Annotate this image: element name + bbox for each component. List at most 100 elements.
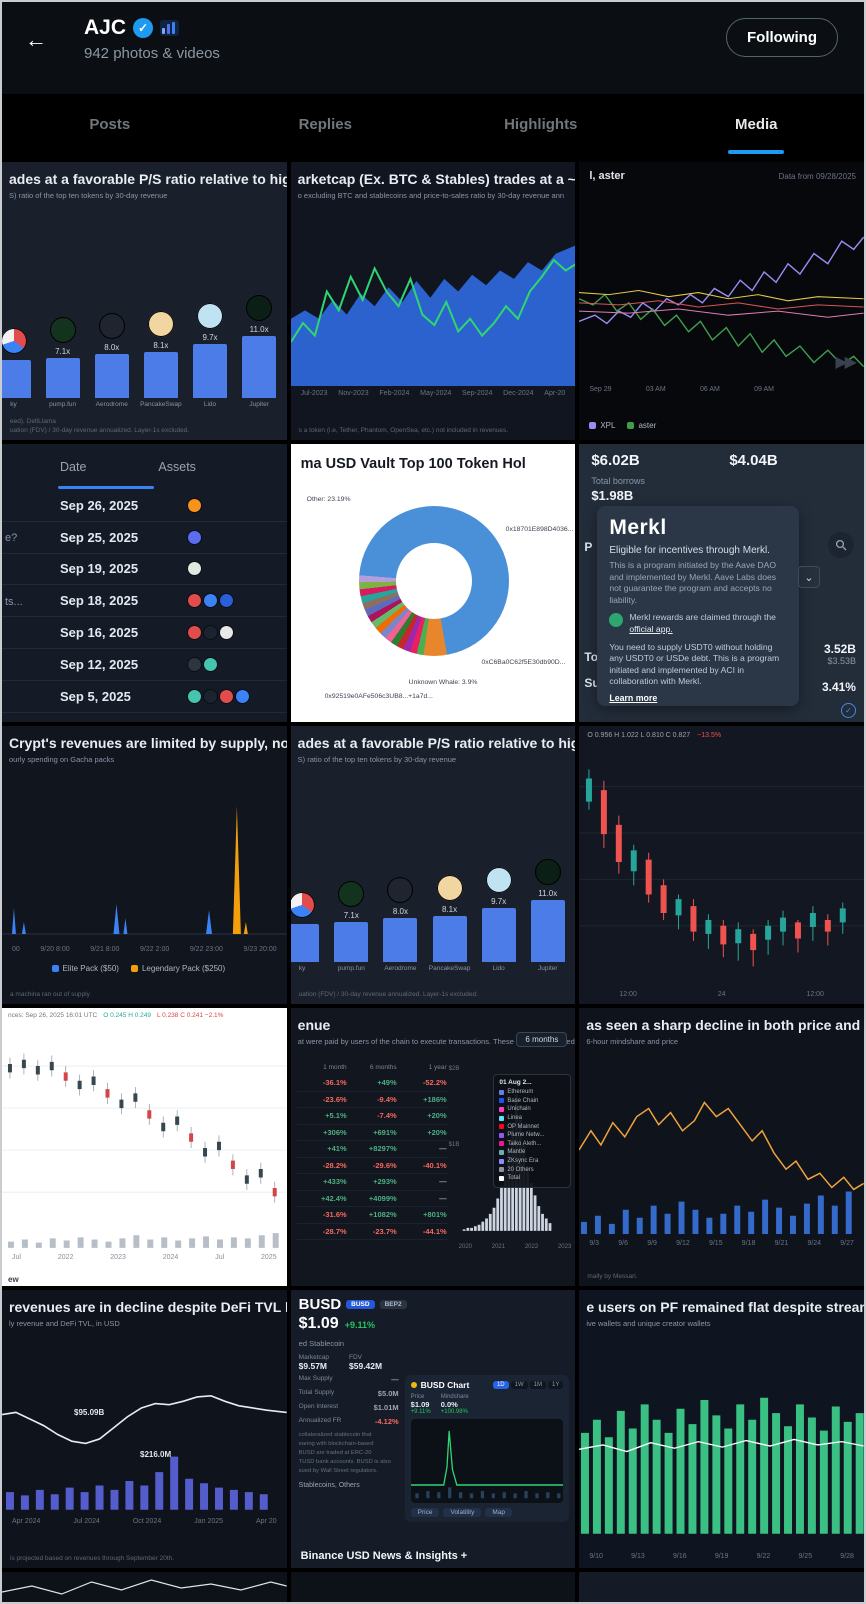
x-axis-label: 12:00 [619, 991, 637, 998]
x-axis-label: 9/21 [774, 1240, 789, 1247]
stat-value: — [391, 1375, 399, 1384]
chart-option-button[interactable]: Volatility [443, 1508, 482, 1517]
official-app-link[interactable]: official app. [629, 623, 673, 634]
legend-dot [499, 1089, 505, 1095]
bar [530, 900, 565, 962]
timeframe-button[interactable]: 1M [529, 1381, 546, 1389]
bar-chart: ky 7.1x pump.fun 8.0x Aerodrome [290, 859, 576, 972]
token-header: BUSD BUSD BEP2 $1.09 +9.11% ed Stablecoi… [291, 1290, 576, 1373]
table-body: Sep 26, 2025 Sep 25, 2025 Sep 19, 2025 S… [2, 490, 287, 713]
tab-media[interactable]: Media [649, 94, 865, 154]
footnote: s a token (i.e, Tether, Phantom, OpenSea… [298, 427, 509, 435]
chart-option-button[interactable]: Map [485, 1508, 512, 1517]
bar-line-chart [579, 1397, 864, 1534]
asset-icon [188, 530, 201, 544]
x-axis-label: 9/24 [807, 1240, 822, 1247]
following-button[interactable]: Following [726, 18, 838, 57]
clipped-text: ew [8, 1275, 19, 1284]
x-axis-label: Oct 2024 [132, 1518, 162, 1525]
name-chart-icon [160, 20, 180, 36]
x-axis-label: Sep-2024 [462, 390, 493, 397]
timeframe-button[interactable]: 1Y [547, 1381, 564, 1389]
media-tile-asset-table[interactable]: Date Assets Sep 26, 2025 Sep 25, 2025 Se… [2, 444, 287, 722]
back-button[interactable]: ← [18, 22, 54, 58]
stat-row: Open Interest $1.01M [299, 1403, 399, 1412]
range-selector[interactable]: 6 months [516, 1032, 568, 1047]
partial-tile[interactable] [2, 1572, 287, 1602]
description-line: sued by Wall Street regulators. [298, 1467, 378, 1474]
media-tile-merkl[interactable]: $6.02B $4.04B Total borrows $1.98B P To … [579, 444, 864, 722]
media-tile-aster-chart[interactable]: l, aster Data from 09/28/2025 ▶▶ Sep 29 0… [579, 162, 864, 440]
media-tile-defi-revenue[interactable]: revenues are in decline despite DeFi TVL… [2, 1290, 287, 1568]
pct-6m: -9.4% [377, 1094, 397, 1104]
partial-tile[interactable] [579, 1572, 864, 1602]
description-line: earing with blockchain-based [298, 1440, 374, 1447]
asset-icons [188, 626, 233, 640]
donut-label-whale: Unknown Whale: 3.9% [408, 679, 478, 686]
percent-row: -28.2% -29.6% -40.1% [296, 1158, 449, 1174]
description-text: collateralized stablecoin that earing wit… [299, 1431, 399, 1476]
bar-column: 7.1x pump.fun [328, 881, 375, 972]
asset-icon [188, 689, 201, 703]
side-value-secondary: $3.53B [827, 656, 856, 666]
x-axis-label: 9/23 20:00 [243, 946, 277, 953]
pct-1m: -31.6% [322, 1210, 347, 1220]
fees-bar-chart: $2B $1B 2020 2021 2022 2023 01 Aug 2... [449, 1064, 572, 1250]
clipped-text: Su [584, 676, 600, 690]
timeframe-button[interactable]: 1W [510, 1381, 528, 1389]
stat-row: Max Supply — [299, 1375, 399, 1384]
tooltip-item: Base Chain [499, 1097, 565, 1106]
legend-dot [499, 1158, 505, 1164]
media-tile-ps-ratio[interactable]: ades at a favorable P/S ratio relative t… [2, 162, 287, 440]
x-axis-label: 24 [717, 991, 726, 998]
asset-icons [188, 498, 201, 512]
x-axis-label: 2024 [162, 1254, 179, 1261]
media-tile-ps-ratio-repost[interactable]: ades at a favorable P/S ratio relative t… [290, 726, 576, 1004]
price-change: +9.11% [344, 1320, 375, 1330]
x-axis-label: Nov-2023 [338, 390, 369, 397]
line-bar-chart [2, 1394, 287, 1510]
media-tile-candles-light[interactable]: nces: Sep 26, 2025 16:01 UTC O 0.245 H 0… [2, 1008, 287, 1286]
bar [143, 352, 178, 398]
tooltip-legend: Ethereum Base Chain Unichain [499, 1088, 565, 1183]
learn-more-link[interactable]: Learn more [609, 692, 658, 703]
pct-1m: -28.2% [322, 1160, 347, 1170]
media-tile-marketcap[interactable]: arketcap (Ex. BTC & Stables) trades at a… [290, 162, 576, 440]
footnote-line: uation (FDV) / 30-day revenue annualized… [10, 427, 190, 435]
media-tile-gacha[interactable]: Crypt's revenues are limited by supply, … [2, 726, 287, 1004]
tooltip-item: Unichain [499, 1105, 565, 1114]
back-arrow-icon: ← [25, 27, 47, 52]
chart-option-button[interactable]: Price [410, 1508, 440, 1517]
x-axis-label: 9/18 [741, 1240, 756, 1247]
media-tile-candles-dark[interactable]: O 0.956 H 1.022 L 0.810 C 0.827 −13.5% 1… [579, 726, 864, 1004]
media-tile-vault-donut[interactable]: ma USD Vault Top 100 Token Hol Other: 23… [290, 444, 576, 722]
donut-label-address: 0x18701E898D4036... [505, 526, 574, 533]
partial-tile[interactable] [290, 1572, 576, 1602]
token-icon [197, 303, 223, 329]
tab-replies[interactable]: Replies [218, 94, 434, 154]
stat-block: FDV $59.42M [349, 1354, 382, 1371]
stat-label: Total Supply [298, 1389, 335, 1396]
series-legend: Price $1.09 +9.11% Mindshare 0.0% +100.9… [411, 1394, 564, 1415]
search-icon[interactable] [827, 532, 854, 558]
donut-label-other: Other: 23.19% [306, 496, 351, 503]
tooltip-item: OP Mainnet [499, 1122, 565, 1131]
percent-table: 1 month 6 months 1 year -36.1% +49% -52.… [296, 1064, 449, 1240]
description-line: BUSD are traded at ERC-20 [298, 1449, 372, 1456]
media-tile-mindshare[interactable]: as seen a sharp decline in both price an… [579, 1008, 864, 1286]
media-tile-fees[interactable]: enue at were paid by users of the chain … [290, 1008, 576, 1286]
media-tile-busd[interactable]: BUSD BUSD BEP2 $1.09 +9.11% ed Stablecoi… [290, 1290, 576, 1568]
tab-posts[interactable]: Posts [2, 94, 218, 154]
timeframe-button[interactable]: 1D [492, 1381, 509, 1389]
chevron-down-icon[interactable]: ⌄ [797, 566, 820, 588]
timestamp: nces: Sep 26, 2025 16:01 UTC [8, 1012, 98, 1019]
media-tile-pf-users[interactable]: e users on PF remained flat despite stre… [579, 1290, 864, 1568]
tab-highlights[interactable]: Highlights [433, 94, 649, 154]
x-axis-label: 9/6 [618, 1240, 628, 1247]
token-icon [436, 875, 463, 901]
stats-column: Max Supply — Total Supply $5.0M Open Int… [299, 1375, 399, 1522]
stat-block: Marketcap $9.57M [299, 1354, 329, 1371]
x-axis-label: 00 [12, 946, 20, 953]
bar-value: 7.1x [343, 911, 359, 920]
tile-subtitle: at were paid by users of the chain to ex… [297, 1037, 576, 1046]
